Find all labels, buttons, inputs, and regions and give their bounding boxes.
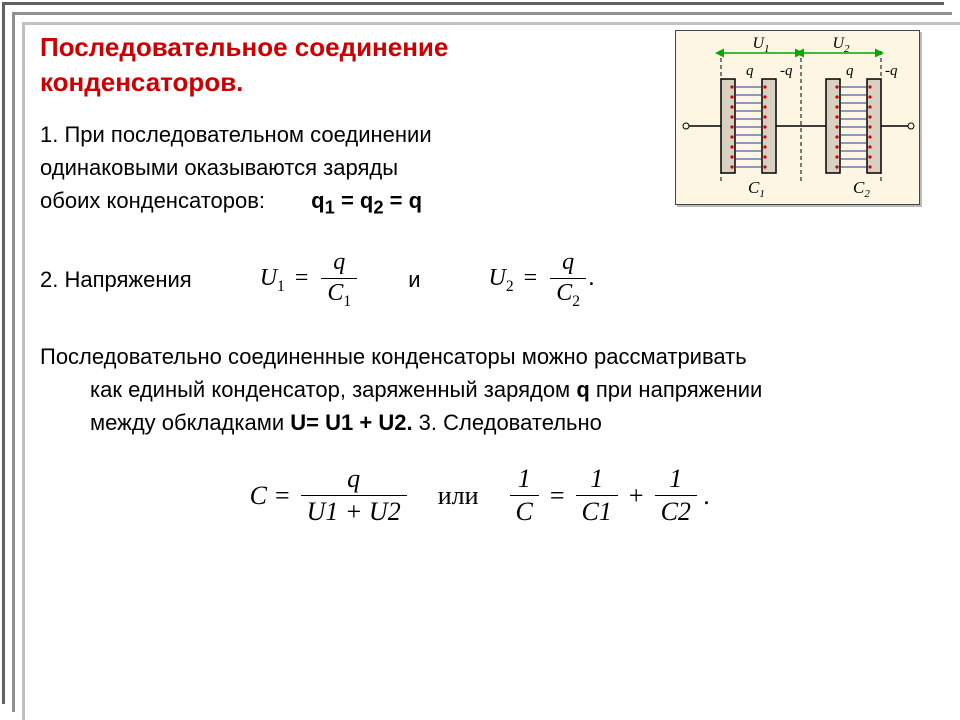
series-capacitors-diagram: U1 U2	[675, 30, 920, 205]
title-line2: конденсаторов.	[40, 67, 243, 97]
p2-label: 2. Напряжения	[40, 263, 192, 296]
slide-content: Последовательное соединение конденсаторо…	[40, 30, 920, 690]
eq-charge: q1 = q2 = q	[311, 188, 422, 213]
svg-text:C1: C1	[748, 178, 765, 200]
point-2: 2. Напряжения U1 = qC1 и U2 = qC2.	[40, 249, 920, 310]
svg-text:C2: C2	[853, 178, 870, 200]
svg-text:q: q	[746, 63, 754, 79]
title-line1: Последовательное соединение	[40, 32, 448, 62]
svg-text:U1: U1	[752, 35, 769, 55]
final-equation: C= qU1 + U2 или 1C = 1C1 + 1C2.	[40, 464, 920, 527]
p3-l1: Последовательно соединенные конденсаторы…	[40, 344, 747, 369]
svg-text:-q: -q	[885, 63, 898, 79]
point-3-para: Последовательно соединенные конденсаторы…	[40, 340, 920, 439]
p2-and: и	[408, 263, 420, 296]
p3-l2: как единый конденсатор, заряженный заряд…	[40, 377, 762, 402]
eq-u1: U1 = qC1	[260, 249, 361, 310]
p1-l1: 1. При последовательном соединении	[40, 122, 432, 147]
diagram-svg: U1 U2	[676, 31, 921, 206]
svg-text:U2: U2	[832, 35, 850, 55]
p1-l2: одинаковыми оказываются заряды	[40, 155, 398, 180]
p3-l3: между обкладками U= U1 + U2. 3. Следоват…	[40, 410, 602, 435]
p1-l3: обоих конденсаторов:	[40, 188, 265, 213]
svg-text:-q: -q	[780, 63, 793, 79]
or-word: или	[438, 481, 479, 511]
eq-u2: U2 = qC2.	[489, 249, 596, 310]
point-1: 1. При последовательном соединении одина…	[40, 118, 600, 221]
svg-text:q: q	[846, 63, 854, 79]
